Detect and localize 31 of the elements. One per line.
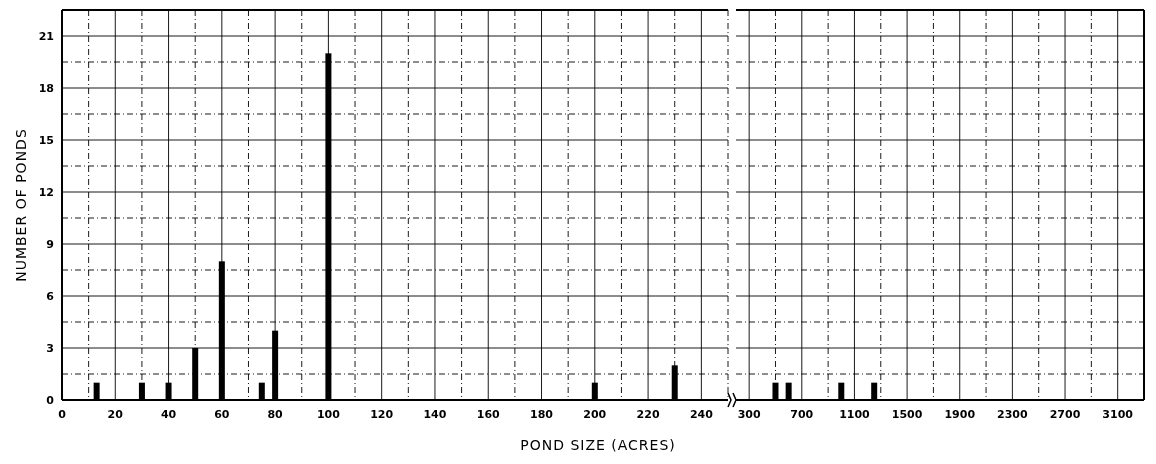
x-tick-label: 40	[160, 408, 177, 421]
y-tick-label: 0	[46, 394, 55, 407]
y-tick-label: 15	[38, 134, 54, 147]
x-tick-label: 1900	[944, 408, 976, 421]
y-tick-label: 9	[46, 238, 54, 251]
x-tick-label: 120	[370, 408, 394, 421]
x-tick-label: 180	[530, 408, 554, 421]
y-tick-label: 3	[46, 342, 54, 355]
x-tick-label: 160	[476, 408, 501, 421]
x-tick-label: 240	[689, 408, 714, 421]
y-tick-label: 21	[38, 30, 54, 43]
x-tick-label: 60	[214, 408, 230, 421]
y-axis-title: NUMBER OF PONDS	[13, 128, 29, 282]
x-tick-label: 3100	[1102, 408, 1134, 421]
x-tick-label: 200	[583, 408, 607, 421]
x-tick-label: 2700	[1049, 408, 1081, 421]
x-tick-label: 20	[107, 408, 124, 421]
x-tick-label: 1500	[891, 408, 923, 421]
y-tick-label: 18	[38, 82, 54, 95]
y-tick-label: 12	[38, 186, 54, 199]
x-tick-label: 220	[636, 408, 660, 421]
x-tick-label: 1100	[839, 408, 871, 421]
x-axis-title: POND SIZE (ACRES)	[520, 437, 676, 453]
x-tick-label: 2300	[997, 408, 1029, 421]
x-tick-label: 0	[58, 408, 67, 421]
x-tick-label: 100	[316, 408, 341, 421]
y-tick-label: 6	[46, 290, 55, 303]
x-tick-label: 700	[790, 408, 814, 421]
x-tick-label: 140	[423, 408, 447, 421]
x-tick-label: 300	[737, 408, 761, 421]
x-tick-label: 80	[267, 408, 284, 421]
